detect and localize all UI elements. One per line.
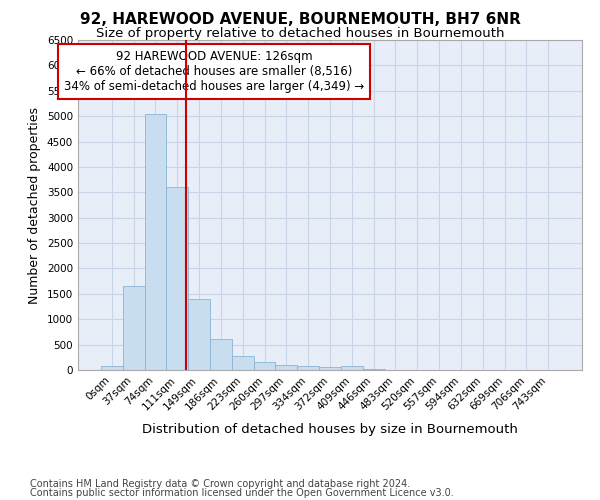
Text: 92 HAREWOOD AVENUE: 126sqm
← 66% of detached houses are smaller (8,516)
34% of s: 92 HAREWOOD AVENUE: 126sqm ← 66% of deta… (64, 50, 364, 93)
Bar (123, 286, 145, 370)
Bar (254, 362, 275, 370)
Text: 92, HAREWOOD AVENUE, BOURNEMOUTH, BH7 6NR: 92, HAREWOOD AVENUE, BOURNEMOUTH, BH7 6N… (80, 12, 520, 28)
X-axis label: Distribution of detached houses by size in Bournemouth: Distribution of detached houses by size … (142, 423, 518, 436)
Bar (341, 366, 363, 370)
Bar (275, 365, 297, 370)
Bar (101, 366, 123, 370)
Bar (232, 356, 254, 370)
Text: Size of property relative to detached houses in Bournemouth: Size of property relative to detached ho… (96, 28, 504, 40)
Bar (319, 367, 341, 370)
Bar (145, 114, 166, 370)
Bar (297, 366, 319, 370)
Y-axis label: Number of detached properties: Number of detached properties (28, 106, 41, 304)
Bar (210, 339, 232, 370)
Text: Contains public sector information licensed under the Open Government Licence v3: Contains public sector information licen… (30, 488, 454, 498)
Bar (188, 299, 210, 370)
Bar (166, 187, 188, 370)
Text: Contains HM Land Registry data © Crown copyright and database right 2024.: Contains HM Land Registry data © Crown c… (30, 479, 410, 489)
